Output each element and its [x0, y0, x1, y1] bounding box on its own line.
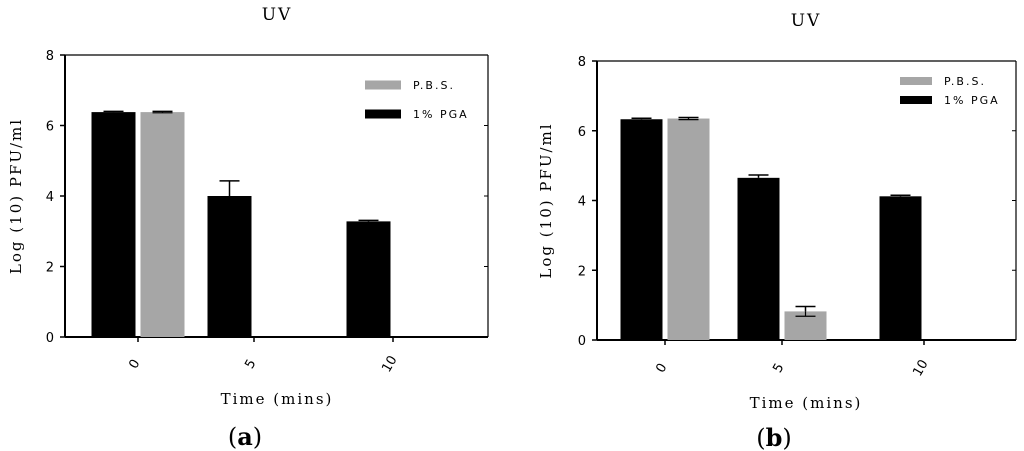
chart1-ytick-label: 8: [46, 49, 54, 64]
chart1-legend-swatch: [365, 109, 401, 119]
chart2-bar: [737, 177, 780, 340]
chart2-bar: [879, 196, 922, 340]
chart1-bar: [346, 221, 391, 337]
chart2-ytick-label: 6: [578, 125, 586, 140]
chart2-ylabel: Log (10) PFU/ml: [537, 122, 555, 278]
chart1-bar: [140, 112, 185, 337]
chart2-bar: [620, 119, 663, 341]
chart2-legend-label: 1% PGA: [944, 94, 1000, 107]
chart1-ytick-label: 0: [46, 331, 54, 346]
chart1-xlabel: Time (mins): [221, 390, 334, 408]
chart1-ytick-label: 4: [46, 190, 54, 205]
chart1-ytick-label: 6: [46, 120, 54, 135]
chart2-legend-label: P.B.S.: [944, 75, 986, 88]
chart1-legend-swatch: [365, 80, 401, 90]
chart2-legend-swatch: [900, 96, 932, 104]
chart2-xtick-label: 0: [653, 361, 670, 376]
chart1-panel-label: (a): [228, 422, 262, 451]
chart1-legend-label: P.B.S.: [413, 79, 455, 92]
chart1-ylabel: Log (10) PFU/ml: [7, 118, 25, 274]
chart2-ytick-label: 2: [578, 264, 586, 279]
chart1-legend-label: 1% PGA: [413, 108, 469, 121]
chart2-bar: [667, 118, 710, 340]
chart2-ytick-label: 0: [578, 334, 586, 349]
chart2-xtick-label: 5: [770, 361, 787, 376]
chart1-bar: [207, 196, 252, 337]
chart2-ytick-label: 4: [578, 195, 586, 210]
chart1-bar: [91, 112, 136, 337]
chart2-xtick-label: 10: [910, 357, 931, 379]
chart2-legend-swatch: [900, 77, 932, 85]
chart2-title: UV: [791, 11, 822, 31]
chart2-panel-label: (b): [756, 423, 792, 451]
chart1-xtick-label: 0: [126, 357, 143, 372]
chart1-xtick-label: 5: [242, 357, 259, 372]
chart2-ytick-label: 8: [578, 55, 586, 70]
chart2-xlabel: Time (mins): [750, 394, 863, 412]
chart1-xtick-label: 10: [379, 353, 400, 375]
chart1-ytick-label: 2: [46, 261, 54, 276]
chart1-title: UV: [262, 5, 293, 25]
